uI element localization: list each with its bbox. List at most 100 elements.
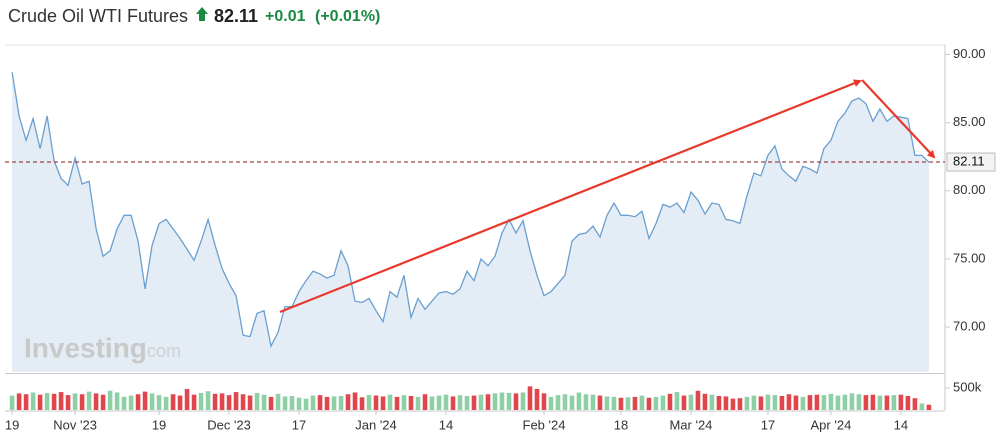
- volume-bar: [219, 393, 225, 410]
- volume-bar: [695, 390, 701, 410]
- volume-bar: [37, 394, 43, 410]
- annotation-arrow: [279, 79, 862, 314]
- volume-bar: [492, 393, 498, 410]
- x-tick-label: 17: [761, 417, 775, 432]
- y-tick-label: 70.00: [953, 318, 986, 333]
- x-tick-label: Dec '23: [207, 417, 251, 432]
- volume-bar: [863, 395, 869, 410]
- annotation-arrow: [861, 79, 936, 159]
- volume-bar: [275, 393, 281, 410]
- volume-bar: [114, 392, 120, 410]
- volume-bar: [702, 393, 708, 410]
- volume-bar: [779, 396, 785, 410]
- x-tick-label: 19: [152, 417, 166, 432]
- volume-bar: [23, 394, 29, 410]
- area-fill: [12, 72, 929, 373]
- volume-bar: [436, 395, 442, 410]
- price-change-percent: (+0.01%): [315, 8, 380, 25]
- volume-bar: [373, 395, 379, 410]
- volume-bar: [506, 392, 512, 410]
- volume-bar: [394, 396, 400, 410]
- volume-bar: [520, 392, 526, 410]
- volume-bar: [422, 394, 428, 410]
- watermark-brand: Investing: [24, 332, 147, 363]
- volume-bar: [128, 395, 134, 410]
- volume-bar: [443, 394, 449, 410]
- last-price: 82.11: [214, 6, 258, 26]
- volume-bar: [79, 394, 85, 410]
- volume-bar: [352, 392, 358, 410]
- x-tick-label: 14: [894, 417, 908, 432]
- y-tick-label: 80.00: [953, 182, 986, 197]
- price-change: +0.01: [265, 8, 306, 25]
- volume-bar: [639, 395, 645, 410]
- volume-bar: [604, 396, 610, 410]
- volume-bar: [310, 395, 316, 410]
- volume-bar: [331, 396, 337, 410]
- y-tick-label: 75.00: [953, 250, 986, 265]
- volume-bar: [709, 394, 715, 410]
- volume-bar: [912, 398, 918, 410]
- volume-bar: [282, 396, 288, 410]
- volume-bar: [919, 403, 925, 410]
- volume-bar: [751, 395, 757, 410]
- volume-bar: [464, 396, 470, 410]
- x-tick-label: 14: [439, 417, 453, 432]
- volume-bar: [317, 395, 323, 410]
- volume-bar: [44, 392, 50, 410]
- volume-bar: [429, 396, 435, 410]
- volume-bar: [415, 396, 421, 410]
- volume-bar: [548, 396, 554, 410]
- volume-bar: [534, 389, 540, 410]
- chart-title: Crude Oil WTI Futures: [8, 6, 188, 26]
- watermark-domain: .com: [142, 341, 181, 361]
- plot: [5, 72, 945, 410]
- volume-bar: [65, 395, 71, 410]
- volume-bar: [163, 396, 169, 410]
- volume-bar: [821, 395, 827, 410]
- y-tick-label: 90.00: [953, 46, 986, 61]
- volume-bar: [653, 396, 659, 410]
- volume-bar: [184, 389, 190, 410]
- volume-bar: [170, 394, 176, 410]
- volume-bar: [765, 394, 771, 410]
- volume-bar: [849, 393, 855, 410]
- volume-bar: [324, 396, 330, 410]
- volume-bar: [884, 395, 890, 410]
- volume-bar: [597, 395, 603, 410]
- volume-bar: [583, 394, 589, 410]
- volume-bar: [121, 396, 127, 410]
- volume-bar: [926, 404, 932, 410]
- x-tick-label: 19: [5, 417, 19, 432]
- volume-bar: [576, 392, 582, 410]
- x-tick-label: Apr '24: [811, 417, 852, 432]
- volume-bar: [296, 397, 302, 410]
- volume-bar: [240, 394, 246, 410]
- volume-bar: [345, 394, 351, 410]
- x-tick-label: 18: [614, 417, 628, 432]
- volume-bar: [380, 396, 386, 410]
- volume-bar: [93, 393, 99, 410]
- volume-bar: [828, 393, 834, 410]
- volume-bar: [30, 392, 36, 410]
- volume-bar: [16, 393, 22, 410]
- volume-bar: [541, 393, 547, 410]
- x-tick-label: Nov '23: [53, 417, 97, 432]
- volume-bar: [268, 396, 274, 410]
- volume-bar: [107, 390, 113, 410]
- volume-bar: [226, 395, 232, 410]
- volume-bar: [205, 391, 211, 410]
- volume-bar: [212, 393, 218, 410]
- volume-bar: [737, 398, 743, 410]
- background: [5, 44, 946, 412]
- volume-bar: [898, 394, 904, 410]
- up-arrow-icon: [196, 7, 208, 21]
- volume-bar: [744, 396, 750, 410]
- volume-bar: [527, 386, 533, 410]
- volume-bar: [366, 395, 372, 410]
- volume-bar: [457, 395, 463, 410]
- volume-bar: [814, 394, 820, 410]
- x-tick-label: Mar '24: [669, 417, 712, 432]
- overlay: Crude Oil WTI Futures 82.11 +0.01 (+0.01…: [5, 6, 996, 432]
